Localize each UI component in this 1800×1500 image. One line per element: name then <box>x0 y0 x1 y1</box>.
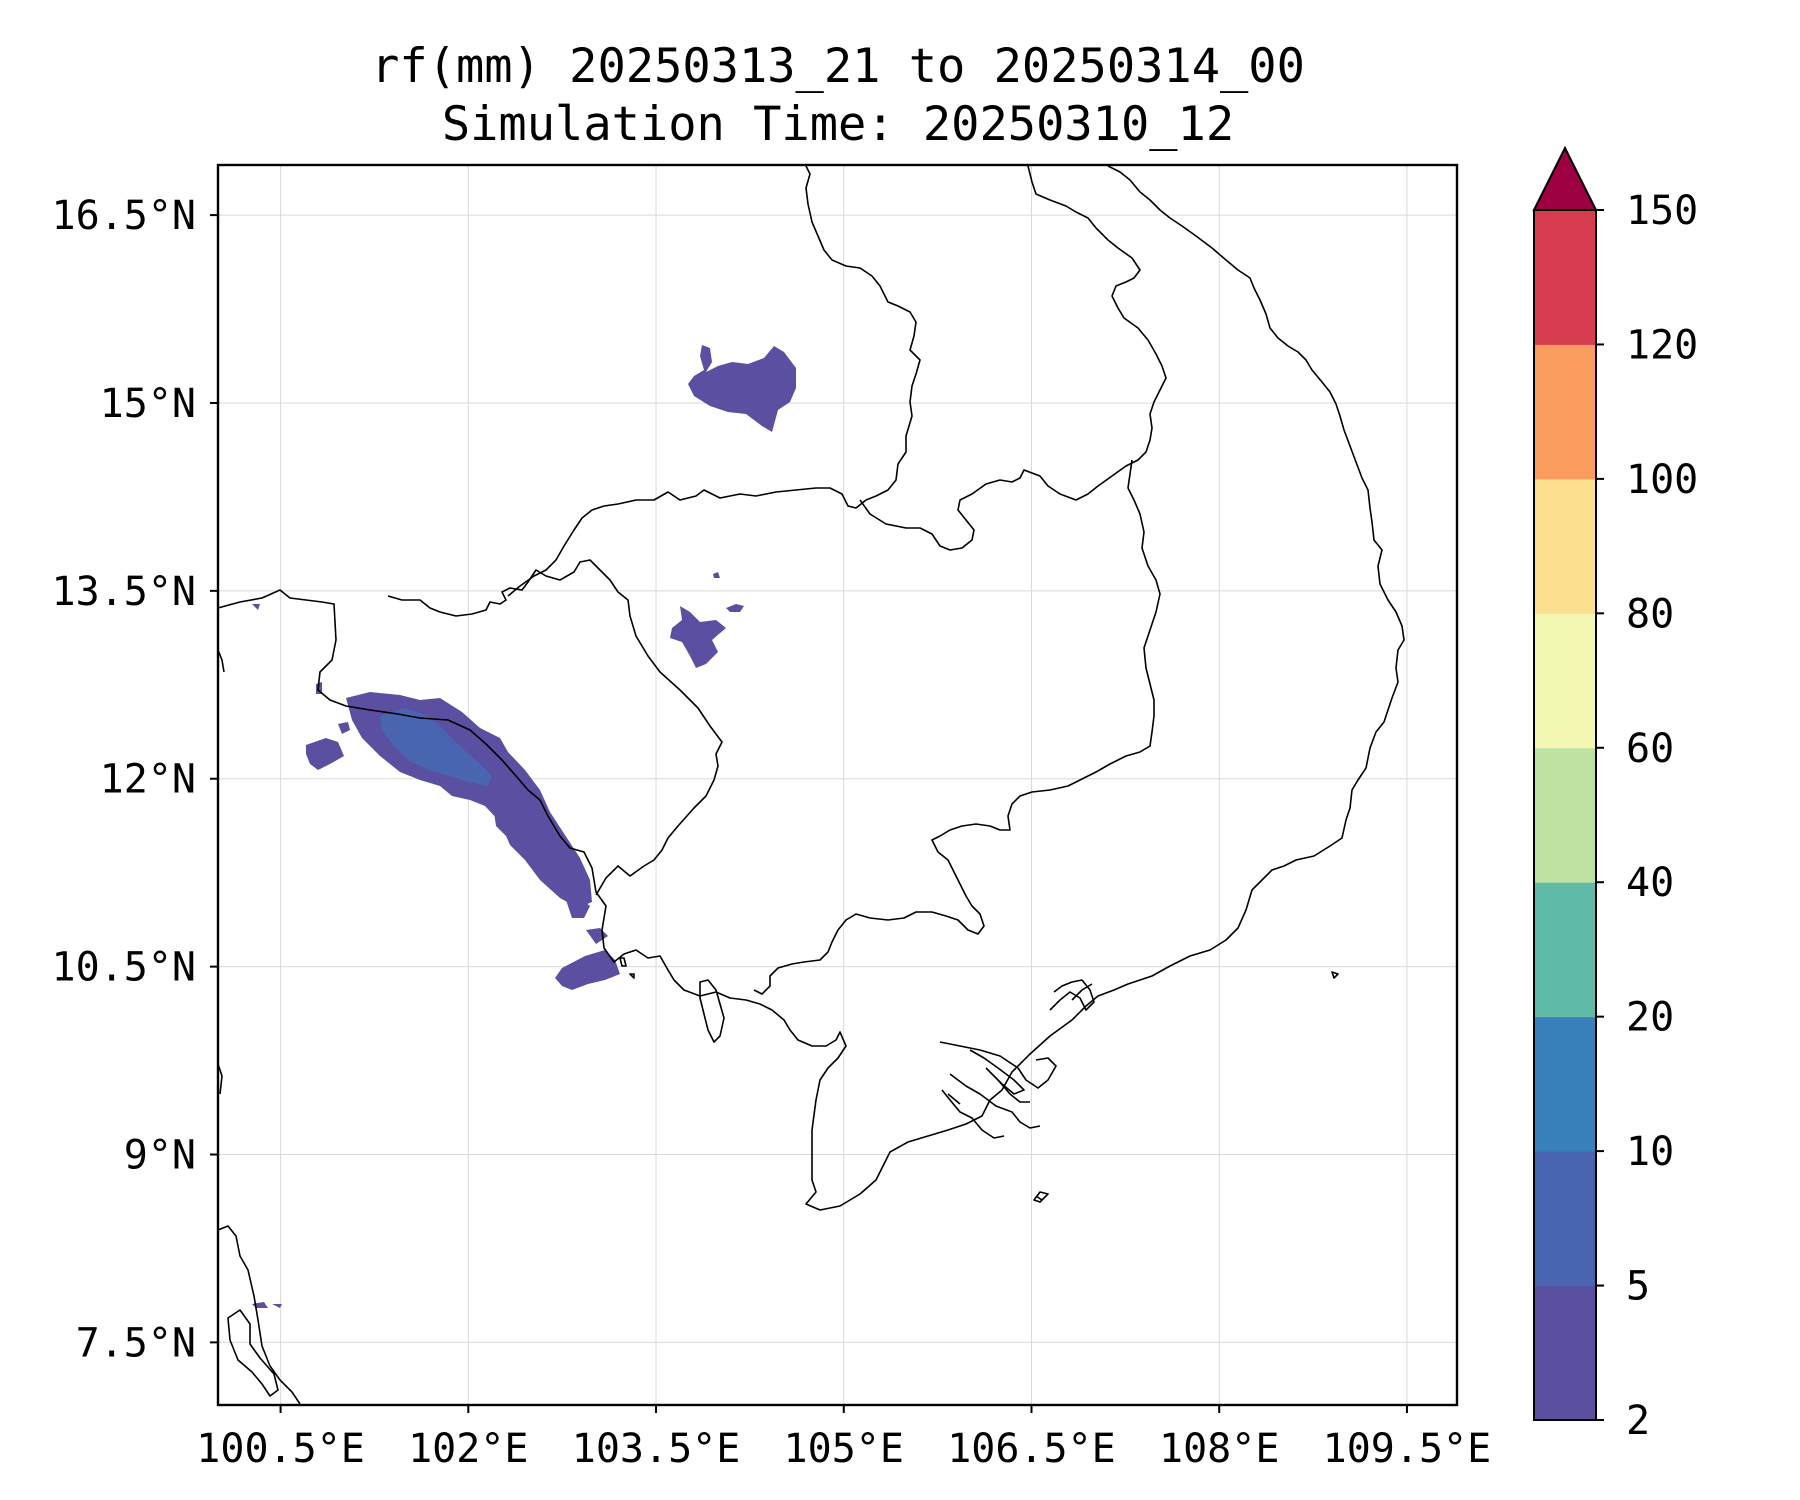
tick-label-lat-5: 15°N <box>100 381 196 427</box>
tick-label-lat-4: 13.5°N <box>52 569 197 615</box>
map-frame <box>216 163 1459 1407</box>
colorbar-segment-4 <box>1534 747 1596 883</box>
rain-cell-tonle-sap-north <box>670 572 744 668</box>
rainfall-fields <box>252 345 796 1308</box>
western-edge-coast <box>218 649 225 1095</box>
colorbar-segment-0 <box>1534 1285 1596 1421</box>
chart-title: rf(mm) 20250313_21 to 20250314_00 Simula… <box>218 38 1458 154</box>
colorbar-segment-1 <box>1534 1151 1596 1287</box>
tick-label-lat-2: 10.5°N <box>52 945 197 991</box>
ho-chi-minh-estuary <box>1049 979 1095 1011</box>
colorbar-label-3: 20 <box>1626 995 1674 1041</box>
tick-label-lon-6: 109.5°E <box>1323 1426 1492 1472</box>
southern-peninsula-coast <box>218 1225 301 1405</box>
mekong-delta-channels <box>939 1041 1057 1139</box>
colorbar-label-4: 40 <box>1626 860 1674 906</box>
gulf-islands <box>619 957 1339 1203</box>
thailand-cambodia-border <box>387 559 723 896</box>
rain-cell-west-offshore <box>252 604 350 770</box>
colorbar-extend-arrow <box>1532 145 1598 211</box>
colorbar-frame <box>1533 209 1597 1421</box>
colorbar-label-2: 10 <box>1626 1129 1674 1175</box>
tick-label-lon-2: 103.5°E <box>572 1426 741 1472</box>
title-line-1: rf(mm) 20250313_21 to 20250314_00 <box>371 39 1305 94</box>
tick-label-lat-1: 9°N <box>124 1132 196 1178</box>
colorbar-label-9: 150 <box>1626 188 1698 234</box>
rain-cell-koh-kong-core <box>380 708 492 786</box>
cambodia-laos-vietnam-border <box>859 165 1167 551</box>
thailand-cambodia-coast <box>218 165 1405 1211</box>
colorbar-segment-7 <box>1534 344 1596 480</box>
rain-cell-islands <box>494 796 520 836</box>
rain-cell-northeast-thailand <box>688 345 796 432</box>
coastlines-and-borders <box>218 165 1405 1405</box>
tick-label-lon-0: 100.5°E <box>196 1426 365 1472</box>
colorbar-segment-6 <box>1534 478 1596 614</box>
colorbar-label-7: 100 <box>1626 457 1698 503</box>
tick-label-lon-3: 105°E <box>784 1426 904 1472</box>
tick-label-lon-4: 106.5°E <box>947 1426 1116 1472</box>
colorbar-segment-3 <box>1534 882 1596 1018</box>
colorbar-label-8: 120 <box>1626 322 1698 368</box>
colorbar: 2 5 10 20 40 60 80 100 120 150 <box>1532 145 1698 1444</box>
colorbar-label-0: 2 <box>1626 1398 1650 1444</box>
colorbar-label-6: 80 <box>1626 591 1674 637</box>
phu-quoc-island <box>699 979 725 1043</box>
rain-cell-koh-kong-south <box>566 898 590 918</box>
longitude-axis: 100.5°E 102°E 103.5°E 105°E 106.5°E 108°E 109.… <box>196 1405 1491 1472</box>
tick-label-lon-1: 102°E <box>408 1426 528 1472</box>
colorbar-segment-8 <box>1534 210 1596 345</box>
gridlines <box>218 165 1457 1405</box>
tick-label-lat-3: 12°N <box>100 757 196 803</box>
colorbar-segment-5 <box>1534 613 1596 749</box>
laos-border <box>805 165 921 501</box>
thailand-cambodia-border-north <box>507 487 867 597</box>
cambodia-vietnam-border <box>753 459 1161 995</box>
latitude-axis: 7.5°N 9°N 10.5°N 12°N 13.5°N 15°N 16.5°N <box>52 193 218 1366</box>
tick-label-lon-5: 108°E <box>1159 1426 1279 1472</box>
rain-cell-gulf-south <box>555 928 620 990</box>
rain-cell-south-isthmus <box>252 1302 282 1308</box>
colorbar-segment-2 <box>1534 1016 1596 1152</box>
tick-label-lat-6: 16.5°N <box>52 193 197 239</box>
colorbar-label-5: 60 <box>1626 726 1674 772</box>
title-line-2: Simulation Time: 20250310_12 <box>441 97 1235 152</box>
colorbar-label-1: 5 <box>1626 1264 1650 1310</box>
tick-label-lat-0: 7.5°N <box>76 1320 196 1366</box>
